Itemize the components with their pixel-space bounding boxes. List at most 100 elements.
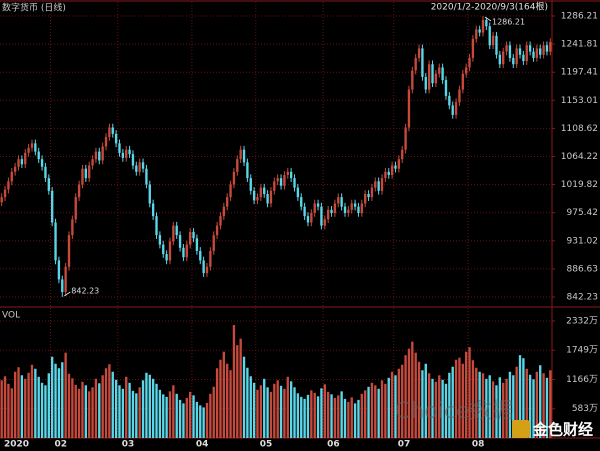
candle-body (195, 238, 199, 251)
volume-bar (333, 397, 337, 438)
candle-body (421, 48, 424, 77)
volume-bar (471, 360, 475, 438)
volume-bar (515, 366, 518, 438)
candle-body (357, 206, 360, 213)
candle-body (226, 197, 229, 207)
candle-body (263, 187, 266, 194)
candle-body (401, 149, 404, 160)
candle-body (532, 51, 535, 58)
volume-bar (209, 393, 212, 438)
volume-bar (259, 385, 263, 438)
max-annotation: 1286.21 (492, 18, 525, 27)
candle-body (528, 45, 532, 52)
candle-body (54, 222, 57, 261)
candle-body (141, 162, 145, 169)
range-label: 2020/1/2-2020/9/3(164根) (431, 1, 548, 13)
volume-bar (178, 399, 182, 438)
volume-bar (289, 381, 293, 438)
volume-bar (252, 382, 256, 438)
volume-bar (330, 394, 333, 438)
candle-body (131, 154, 135, 166)
candle-body (549, 42, 552, 52)
y-tick-label: 975.42 (567, 208, 599, 218)
volume-bar (47, 373, 50, 438)
x-tick-label: 05 (260, 440, 273, 450)
volume-bar (448, 372, 451, 438)
candle-body (57, 260, 61, 280)
volume-bar (451, 366, 454, 438)
y-tick-label: 1019.82 (561, 180, 598, 190)
volume-bar (401, 364, 404, 438)
candle-body (215, 225, 219, 236)
volume-bar (539, 365, 542, 438)
candle-body (114, 133, 118, 144)
candle-body (67, 235, 71, 267)
volume-bar (441, 379, 444, 438)
volume-bar (444, 383, 448, 438)
candle-body (438, 67, 441, 74)
candle-body (464, 67, 468, 74)
volume-bar (34, 368, 37, 438)
candle-body (286, 171, 289, 175)
candle-body (347, 209, 350, 213)
candle-body (256, 197, 259, 201)
candle-body (209, 250, 212, 267)
volume-bar (131, 390, 135, 438)
candle-body (151, 203, 155, 217)
volume-bar (306, 394, 310, 438)
candle-body (444, 80, 448, 96)
candle-body (478, 29, 481, 33)
candle-body (40, 159, 44, 167)
volume-bar (380, 380, 384, 438)
volume-bar (195, 401, 199, 438)
volume-bar (454, 359, 458, 438)
volume-label: VOL (2, 311, 20, 321)
volume-bar (222, 351, 226, 438)
y2-tick-label: 1166万 (566, 375, 598, 385)
candle-body (246, 162, 249, 179)
volume-bar (458, 357, 461, 438)
volume-bar (67, 373, 71, 438)
volume-bar (138, 387, 141, 438)
candle-body (266, 193, 269, 204)
candle-body (394, 165, 397, 169)
candle-body (20, 159, 24, 165)
volume-bar (276, 380, 279, 438)
candle-body (337, 197, 340, 204)
volume-bar (286, 376, 289, 438)
volume-bar (377, 388, 380, 438)
volume-bar (397, 368, 401, 438)
volume-bar (236, 345, 239, 438)
volume-bar (475, 367, 478, 438)
volume-bar (542, 373, 545, 438)
volume-bar (84, 385, 88, 438)
volume-bar (219, 359, 222, 438)
volume-bar (61, 362, 64, 438)
candle-body (330, 209, 333, 213)
volume-bar (155, 383, 158, 438)
y-tick-label: 1286.21 (561, 12, 598, 22)
candle-body (148, 184, 151, 204)
volume-bar (81, 381, 84, 438)
volume-bar (310, 390, 313, 438)
volume-bar (478, 371, 481, 438)
candle-body (539, 48, 542, 55)
y-tick-label: 1108.62 (561, 124, 598, 134)
candle-body (7, 181, 10, 190)
x-tick-label: 02 (54, 440, 67, 450)
volume-bar (239, 338, 242, 438)
volume-bar (424, 363, 427, 438)
candle-body (175, 225, 178, 236)
candle-body (518, 48, 522, 55)
candle-body (10, 171, 13, 182)
volume-bar (522, 358, 525, 438)
candle-body (34, 143, 37, 152)
volume-bar (212, 386, 215, 438)
volume-bar (30, 364, 34, 438)
candle-body (323, 219, 326, 226)
candle-body (50, 190, 54, 223)
candle-body (13, 166, 17, 172)
volume-bar (364, 390, 367, 438)
candle-body (138, 162, 141, 172)
